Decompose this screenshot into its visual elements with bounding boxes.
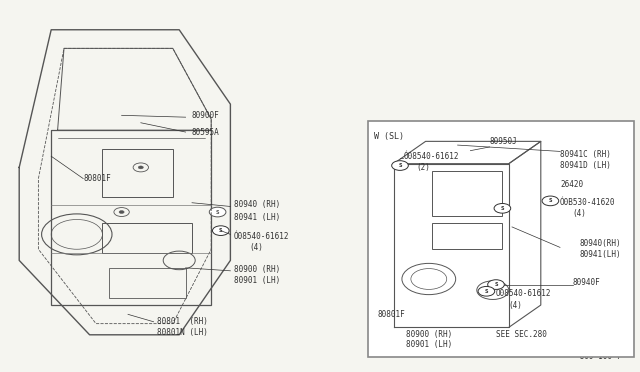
Text: (2): (2)	[416, 163, 430, 172]
Text: 80901 (LH): 80901 (LH)	[234, 276, 280, 285]
Text: 80900 (RH): 80900 (RH)	[234, 265, 280, 274]
Text: 80900 (RH): 80900 (RH)	[406, 330, 452, 339]
Text: 80941D (LH): 80941D (LH)	[560, 161, 611, 170]
Text: Ó08540-61612: Ó08540-61612	[234, 232, 289, 241]
Text: 26420: 26420	[560, 180, 583, 189]
Text: 80940 (RH): 80940 (RH)	[234, 200, 280, 209]
Bar	[368, 121, 634, 357]
Circle shape	[488, 280, 504, 289]
Text: 80801N (LH): 80801N (LH)	[157, 328, 207, 337]
Text: Ó08540-61612: Ó08540-61612	[496, 289, 552, 298]
Circle shape	[212, 226, 229, 235]
Text: 80801F: 80801F	[378, 310, 405, 319]
Text: 80901 (LH): 80901 (LH)	[406, 340, 452, 349]
Text: (4): (4)	[250, 243, 264, 252]
Text: S: S	[484, 289, 488, 294]
Text: S: S	[219, 228, 223, 233]
Text: (4): (4)	[573, 209, 587, 218]
Text: 80595A: 80595A	[192, 128, 220, 137]
Circle shape	[209, 207, 226, 217]
Text: 80941C (RH): 80941C (RH)	[560, 150, 611, 159]
Text: SEE SEC.280: SEE SEC.280	[496, 330, 547, 339]
Text: 80941(LH): 80941(LH)	[579, 250, 621, 259]
Text: 80940(RH): 80940(RH)	[579, 239, 621, 248]
Circle shape	[392, 161, 408, 170]
Circle shape	[119, 211, 124, 214]
Text: 80941 (LH): 80941 (LH)	[234, 213, 280, 222]
Text: 80801  (RH): 80801 (RH)	[157, 317, 207, 326]
Text: S: S	[500, 206, 504, 211]
Text: (4): (4)	[509, 301, 523, 310]
Text: Ó0B530-41620: Ó0B530-41620	[560, 198, 616, 207]
Text: W (SL): W (SL)	[374, 132, 404, 141]
Text: ^809 100 7: ^809 100 7	[575, 352, 621, 361]
Text: S: S	[548, 198, 552, 203]
Text: 80900F: 80900F	[192, 111, 220, 120]
Text: 80801F: 80801F	[83, 174, 111, 183]
Circle shape	[138, 166, 143, 169]
Text: S: S	[216, 209, 220, 215]
Bar	[109, 268, 186, 298]
Text: 80940F: 80940F	[573, 278, 600, 287]
Text: Ó08540-61612: Ó08540-61612	[403, 152, 459, 161]
Text: 80950J: 80950J	[490, 137, 517, 146]
Circle shape	[542, 196, 559, 206]
Text: S: S	[398, 163, 402, 168]
Circle shape	[478, 286, 495, 296]
Text: S: S	[494, 282, 498, 287]
Circle shape	[494, 203, 511, 213]
